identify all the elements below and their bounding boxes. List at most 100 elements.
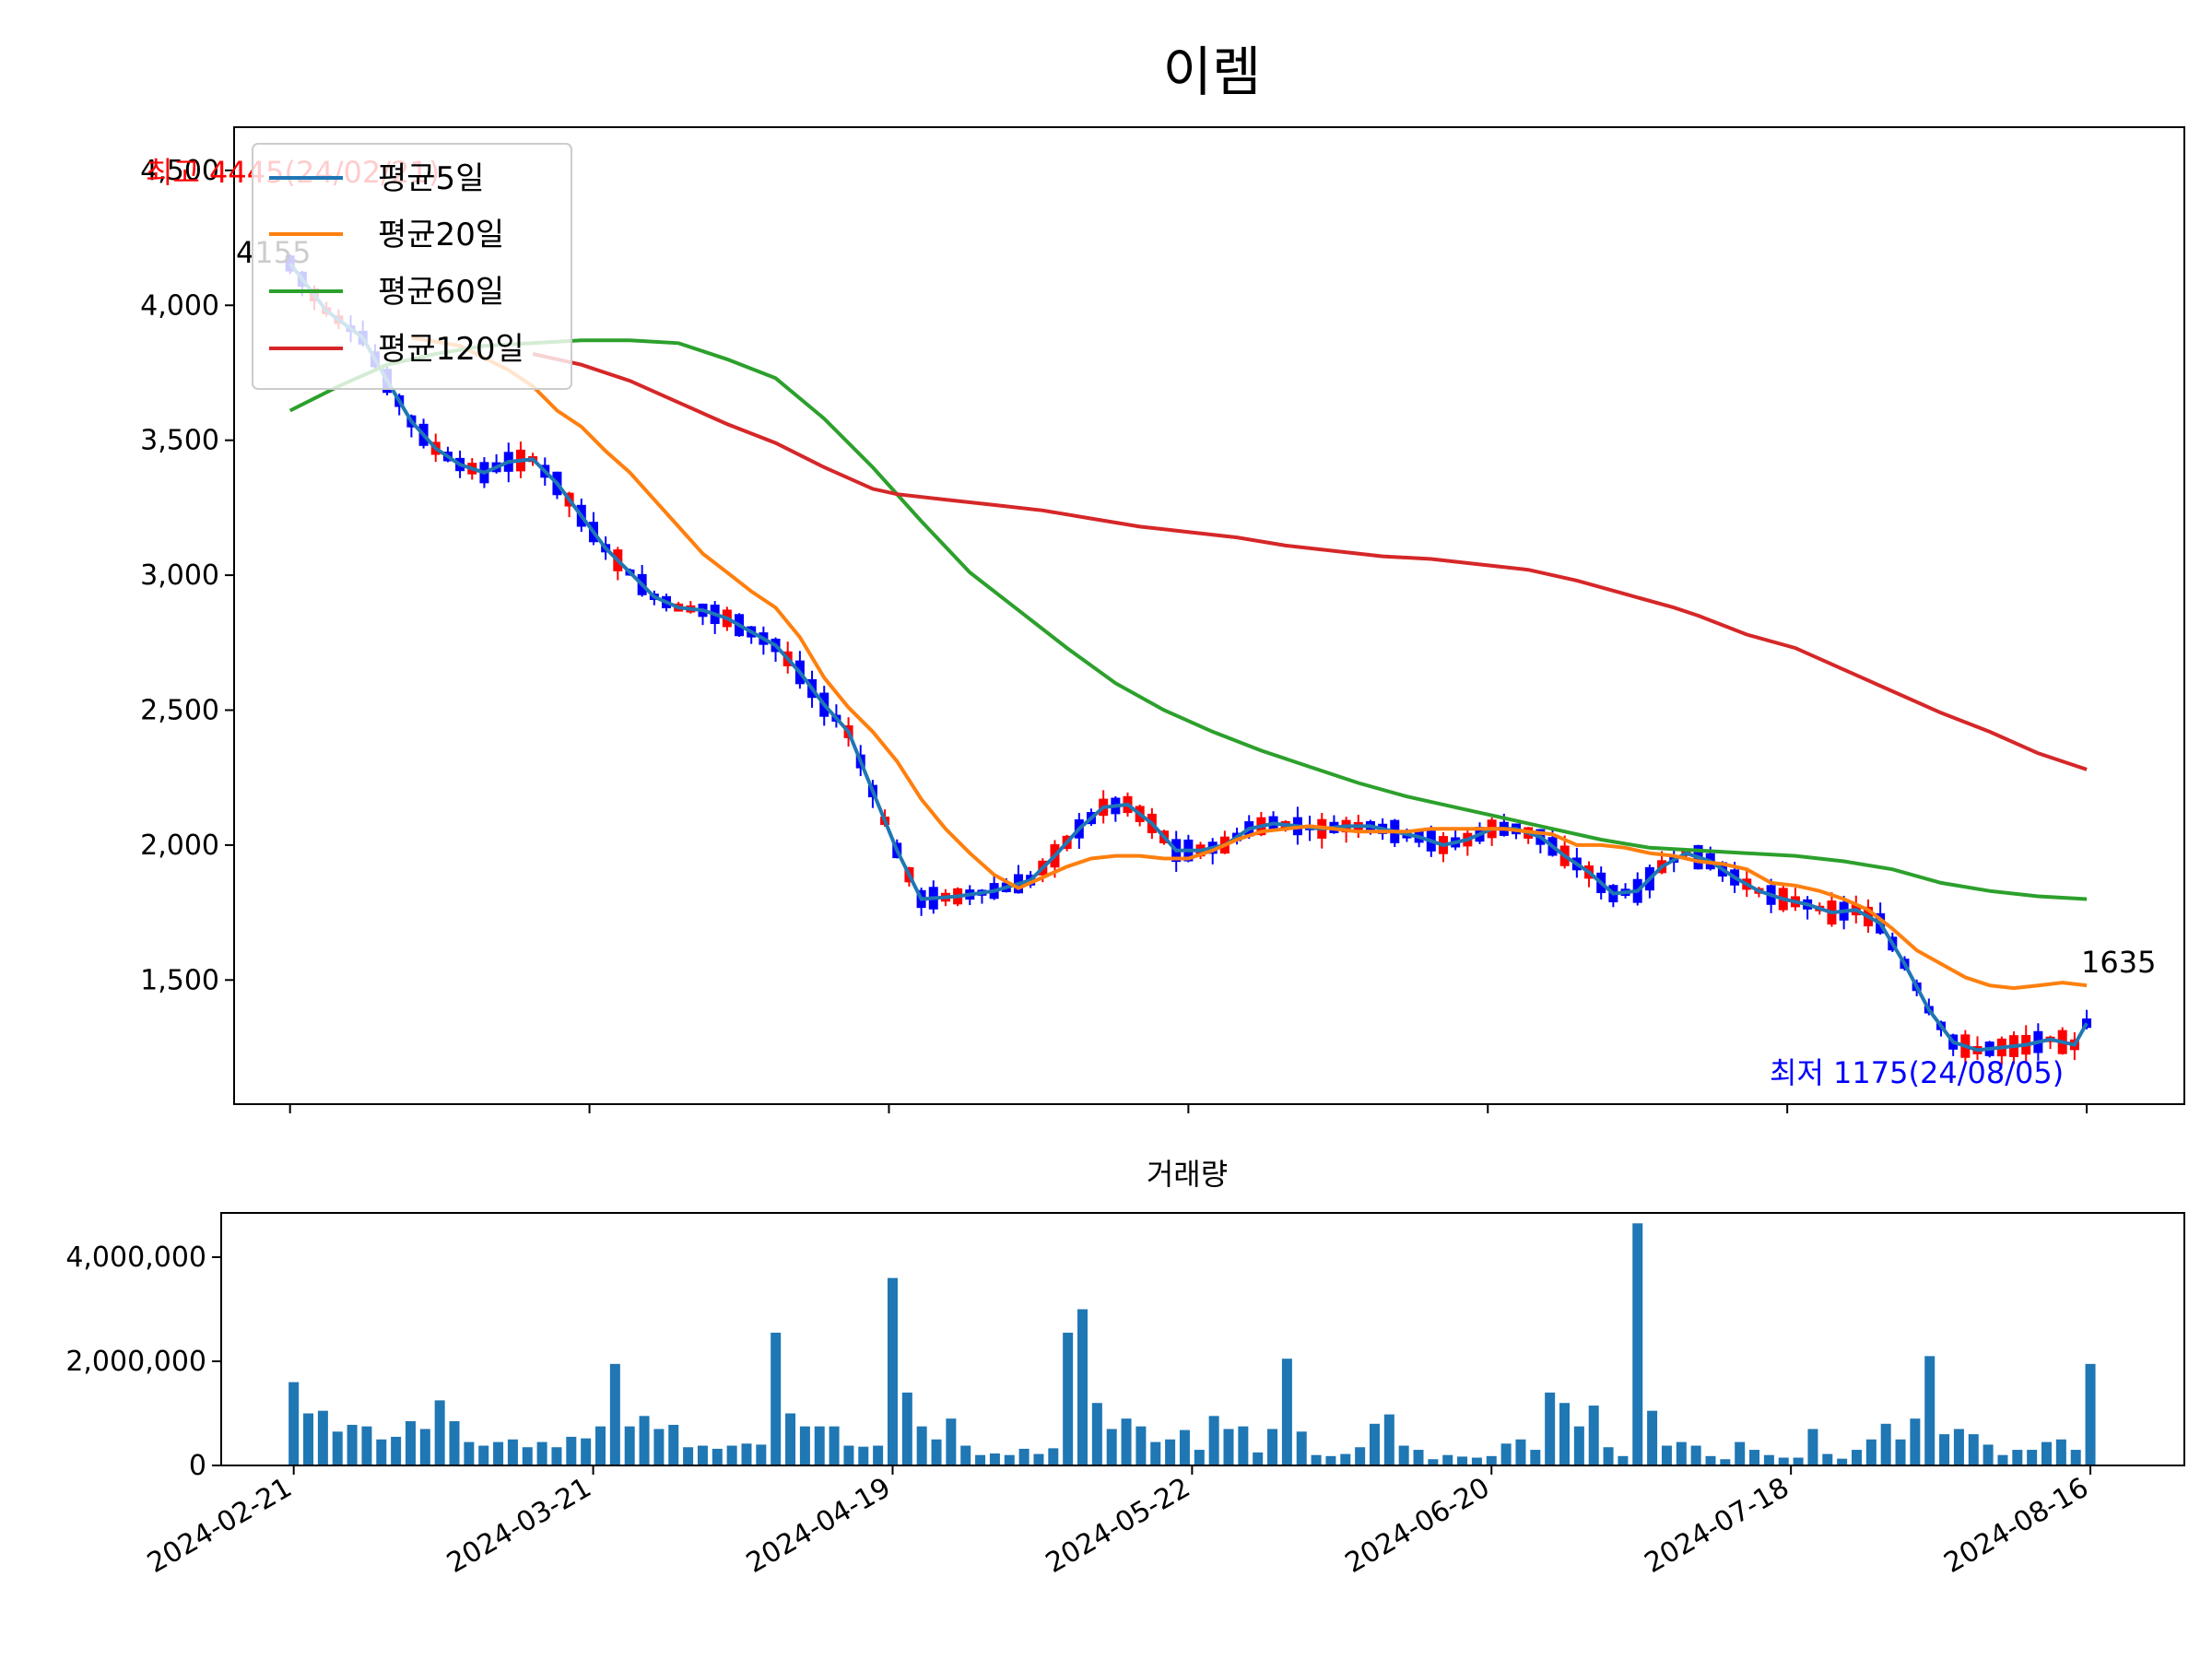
legend-box: [252, 143, 572, 390]
volume-bar: [741, 1443, 752, 1465]
volume-bar: [1428, 1459, 1439, 1465]
legend-label-ma60: 평균60일: [378, 274, 504, 311]
volume-bar: [1632, 1223, 1643, 1465]
volume-bar: [1267, 1429, 1278, 1465]
volume-bar: [726, 1445, 737, 1465]
volume-bar: [960, 1445, 971, 1465]
candle: [1451, 829, 1461, 851]
legend: 평균5일 평균20일 평균60일 평균120일: [252, 143, 572, 390]
x-tick-label: 2024-05-22: [1041, 1472, 1195, 1580]
volume-bar: [581, 1438, 592, 1465]
volume-bar: [858, 1446, 869, 1465]
volume-bar: [1705, 1455, 1716, 1465]
volume-bar: [464, 1441, 475, 1465]
volume-bar: [361, 1426, 372, 1465]
x-tick-label: 2024-07-18: [1640, 1472, 1794, 1580]
volume-bar: [1369, 1423, 1380, 1465]
volume-bar: [434, 1400, 445, 1465]
volume-bar: [1208, 1416, 1219, 1465]
volume-bar: [1340, 1453, 1351, 1465]
volume-bar: [1238, 1426, 1249, 1465]
volume-bar: [1573, 1426, 1584, 1465]
volume-bar: [1661, 1445, 1672, 1465]
volume-y-axis: 0 2,000,000 4,000,000: [65, 1241, 221, 1482]
volume-bar: [1077, 1309, 1088, 1465]
volume-bar: [419, 1429, 430, 1465]
volume-bar: [478, 1445, 489, 1465]
candle: [1803, 896, 1813, 920]
series-line-ma60: [288, 338, 2088, 901]
volume-bar: [1223, 1429, 1234, 1465]
volume-bar: [288, 1382, 300, 1465]
y-tick-label: 3,000: [140, 559, 219, 592]
volume-bar: [449, 1420, 460, 1465]
volume-bar: [2085, 1363, 2096, 1465]
volume-bar: [1983, 1444, 1994, 1465]
volume-bar: [1690, 1445, 1701, 1465]
volume-bar: [493, 1441, 504, 1465]
volume-bar: [1471, 1457, 1482, 1465]
volume-bar: [566, 1436, 577, 1465]
volume-bar: [1442, 1454, 1453, 1465]
volume-bar: [609, 1363, 620, 1465]
volume-bar: [1545, 1392, 1556, 1465]
y-tick-label: 4,000,000: [65, 1241, 206, 1274]
volume-bar: [1924, 1356, 1936, 1465]
y-tick-label: 2,500: [140, 694, 219, 726]
volume-bar: [1486, 1455, 1497, 1465]
volume-bar: [507, 1439, 518, 1465]
volume-bar: [1647, 1410, 1658, 1465]
volume-bar: [1807, 1429, 1818, 1465]
volume-bar: [1837, 1458, 1848, 1465]
y-tick-label: 2,000,000: [65, 1346, 206, 1378]
x-tick-label: 2024-06-20: [1340, 1472, 1495, 1580]
candle: [1111, 795, 1121, 822]
volume-bar: [1720, 1459, 1731, 1465]
volume-bar: [1179, 1430, 1190, 1465]
volume-bar: [931, 1439, 942, 1465]
volume-bar: [1106, 1429, 1117, 1465]
volume-title: 거래량: [1147, 1157, 1228, 1192]
volume-bar: [391, 1436, 402, 1465]
volume-bar: [2041, 1441, 2053, 1465]
volume-bar: [1281, 1359, 1292, 1465]
volume-bar: [1618, 1455, 1629, 1465]
volume-bar: [1588, 1406, 1599, 1465]
volume-bar: [1865, 1439, 1877, 1465]
volume-bar: [1749, 1450, 1760, 1465]
candle: [1317, 813, 1327, 849]
volume-bar: [1048, 1448, 1059, 1465]
volume-bar: [1997, 1454, 2008, 1465]
volume-bar: [1311, 1454, 1322, 1465]
volume-bar: [1793, 1457, 1804, 1465]
volume-bar: [946, 1418, 957, 1465]
volume-bar: [1880, 1423, 1891, 1465]
volume-bar: [771, 1332, 782, 1465]
price-x-ticks: [288, 1104, 2088, 1113]
volume-bar: [2012, 1450, 2023, 1465]
volume-bar: [522, 1447, 533, 1465]
volume-bar: [1910, 1418, 1921, 1465]
x-tick-label: 2024-08-16: [1939, 1472, 2094, 1580]
volume-bar: [1091, 1403, 1102, 1465]
y-tick-label: 4,500: [140, 155, 219, 187]
volume-bar: [873, 1445, 884, 1465]
y-tick-label: 4,000: [140, 289, 219, 322]
volume-bar: [1398, 1445, 1409, 1465]
volume-bar: [595, 1426, 606, 1465]
volume-bar: [653, 1429, 665, 1465]
date-x-axis: 2024-02-21 2024-03-21 2024-04-19 2024-05-22…: [142, 1465, 2094, 1580]
volume-bar: [1033, 1453, 1044, 1465]
volume-bar: [2027, 1450, 2038, 1465]
volume-bar: [683, 1447, 694, 1465]
volume-bar: [1822, 1453, 1833, 1465]
candle: [1268, 811, 1278, 831]
volume-bar: [1603, 1447, 1614, 1465]
volume-bar: [712, 1448, 723, 1465]
volume-bar: [916, 1426, 927, 1465]
volume-bar: [1851, 1450, 1862, 1465]
volume-bar: [1063, 1332, 1074, 1465]
